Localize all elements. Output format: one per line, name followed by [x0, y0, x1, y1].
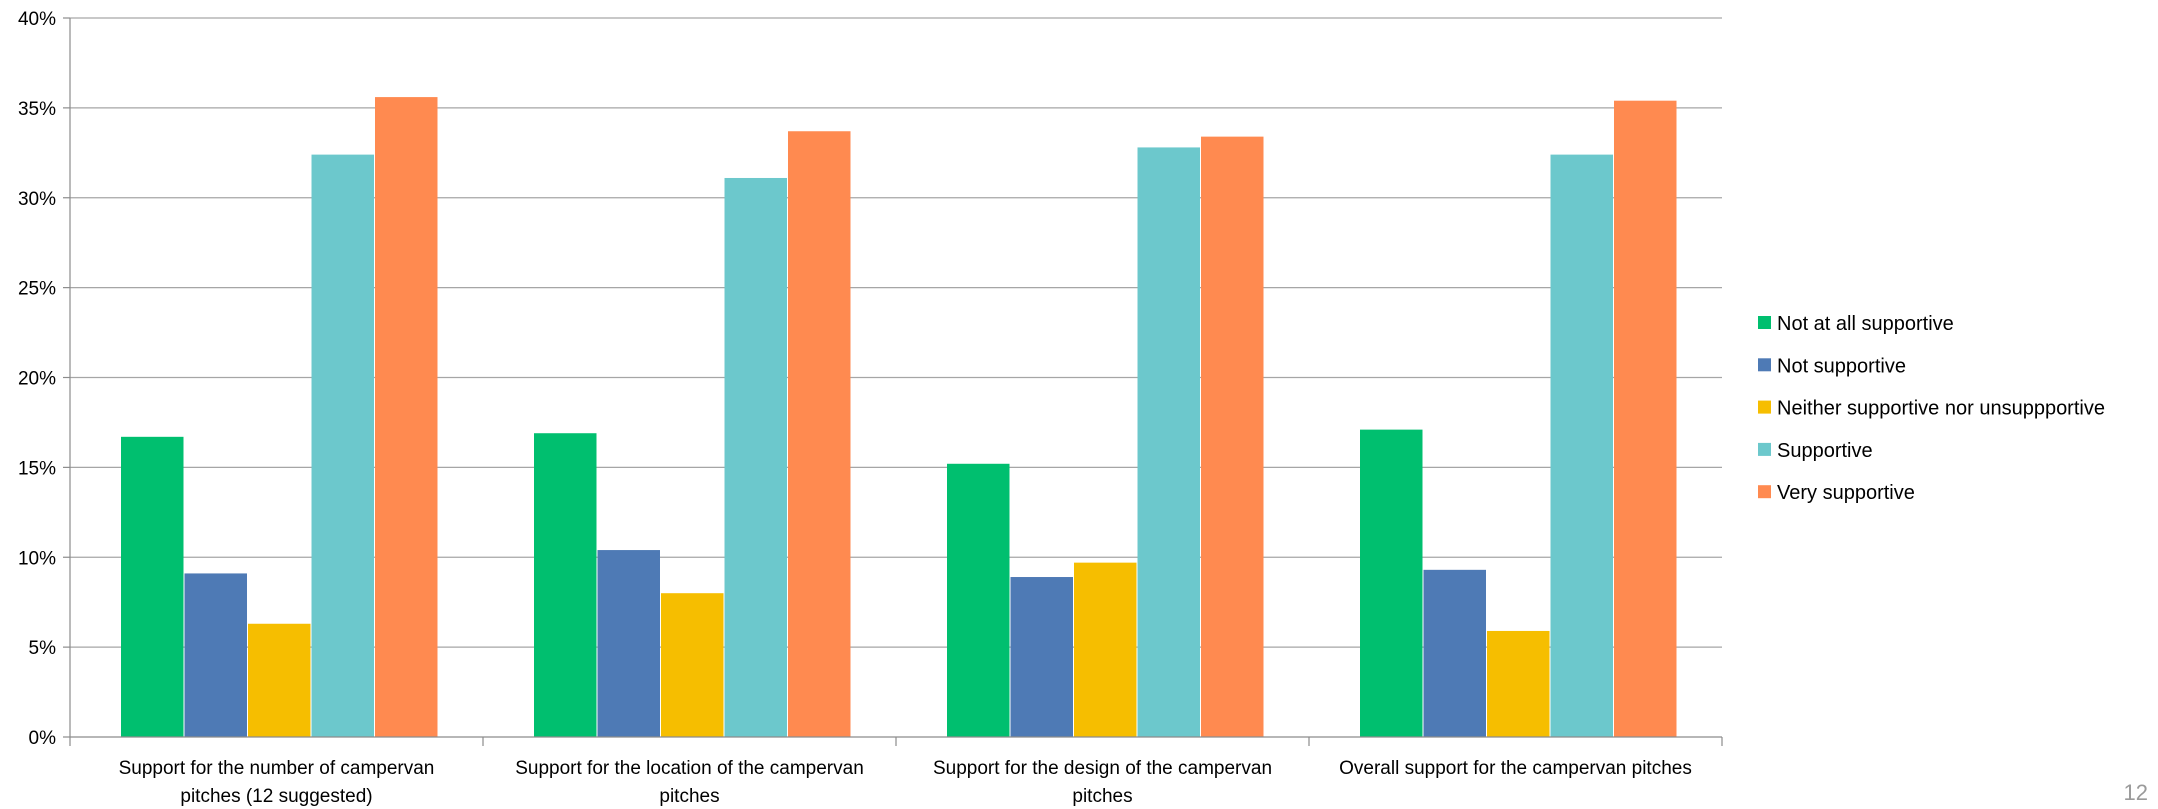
legend-swatch: [1758, 442, 1771, 456]
legend-label: Not supportive: [1777, 355, 1906, 377]
legend-label: Neither supportive nor unsuppportive: [1777, 398, 2105, 420]
y-tick-label: 35%: [18, 99, 56, 120]
bar: [661, 593, 724, 737]
bar: [1614, 100, 1677, 737]
legend-swatch: [1758, 358, 1771, 372]
y-tick-label: 30%: [18, 189, 56, 210]
legend-swatch: [1758, 316, 1771, 329]
bar: [311, 154, 374, 738]
y-tick-label: 20%: [18, 369, 56, 390]
bar: [375, 97, 438, 738]
y-tick-label: 5%: [29, 638, 57, 659]
y-tick-label: 10%: [18, 548, 56, 569]
legend-label: Not at all supportive: [1777, 313, 1954, 335]
bar: [1010, 577, 1073, 737]
bar: [597, 550, 660, 737]
bar: [1423, 569, 1486, 737]
bar: [1487, 630, 1550, 737]
x-category-label: Support for the design of the campervan: [933, 758, 1272, 779]
y-axis-ticks: 0% 5% 10% 15% 20% 25% 30% 35% 40%: [18, 9, 70, 749]
bar: [947, 463, 1010, 737]
x-axis-labels: Support for the number of campervan pitch…: [119, 758, 1692, 807]
x-category-label: pitches (12 suggested): [180, 786, 372, 807]
y-tick-label: 0%: [29, 728, 57, 749]
bar: [248, 623, 311, 737]
bars: [121, 97, 1677, 738]
bar: [1360, 429, 1423, 737]
y-tick-label: 40%: [18, 9, 56, 30]
x-category-label: pitches: [659, 786, 719, 807]
bar: [534, 433, 597, 737]
page-number: 12: [2124, 780, 2148, 805]
bar: [121, 436, 184, 737]
legend: Not at all supportive Not supportive Neith…: [1758, 313, 2105, 504]
y-tick-label: 25%: [18, 279, 56, 300]
bar: [788, 131, 851, 737]
bar: [1550, 154, 1613, 738]
bar: [724, 177, 787, 738]
bar: [1137, 147, 1200, 738]
x-category-label: Support for the location of the camperva…: [515, 758, 864, 779]
x-category-label: pitches: [1072, 786, 1132, 807]
y-tick-label: 15%: [18, 458, 56, 479]
bar: [184, 573, 247, 737]
x-category-label: Overall support for the campervan pitche…: [1339, 758, 1692, 779]
x-category-label: Support for the number of campervan: [119, 758, 435, 779]
legend-swatch: [1758, 400, 1771, 414]
bar: [1201, 136, 1264, 737]
axes: [69, 18, 1723, 746]
bar: [1074, 562, 1137, 737]
legend-label: Very supportive: [1777, 482, 1915, 504]
legend-swatch: [1758, 485, 1771, 499]
legend-label: Supportive: [1777, 440, 1873, 462]
